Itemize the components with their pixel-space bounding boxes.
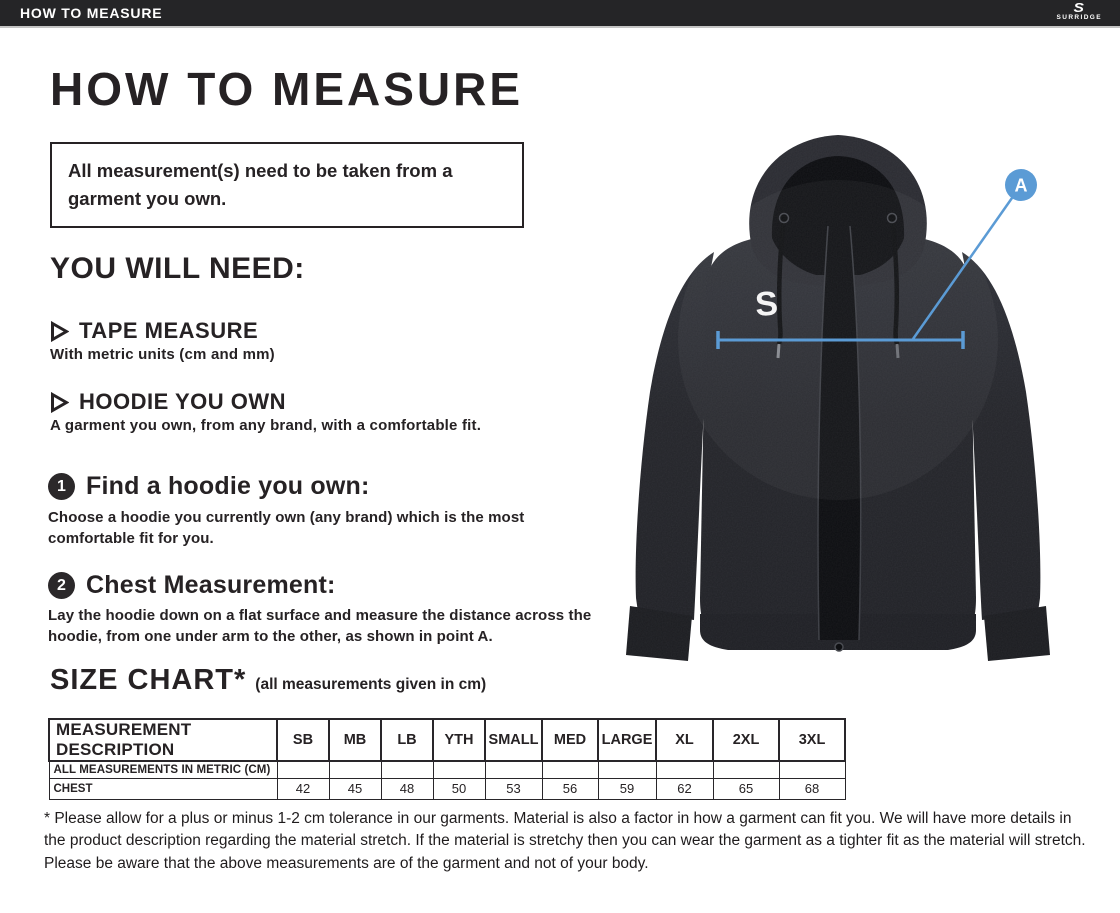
column-header: YTH xyxy=(432,718,486,762)
point-a-marker xyxy=(1005,169,1037,201)
column-header: MED xyxy=(541,718,599,762)
size-chart-subheading: (all measurements given in cm) xyxy=(255,676,487,693)
zipper-pull xyxy=(834,642,844,652)
disclaimer-text: * Please allow for a plus or minus 1-2 c… xyxy=(44,810,1086,872)
table-cell-empty xyxy=(276,760,330,779)
step-description: Lay the hoodie down on a flat surface an… xyxy=(48,607,592,645)
surridge-logo: S SURRIDGE xyxy=(1056,1,1102,22)
table-row-metric-note: ALL MEASUREMENTS IN METRIC (CM) xyxy=(48,760,846,779)
column-header: SB xyxy=(276,718,330,762)
table-cell-empty xyxy=(712,760,780,779)
table-cell-empty xyxy=(432,760,486,779)
size-chart-heading-row: SIZE CHART* (all measurements given in c… xyxy=(50,664,486,697)
chest-value-cell: 56 xyxy=(541,777,599,800)
table-cell-empty xyxy=(778,760,846,779)
step-description: Choose a hoodie you currently own (any b… xyxy=(48,509,525,547)
chest-value-cell: 53 xyxy=(484,777,543,800)
chest-value-cell: 59 xyxy=(597,777,657,800)
need-item-tape-measure: TAPE MEASURE xyxy=(50,318,258,344)
point-a-line xyxy=(911,197,1014,340)
table-cell-empty xyxy=(380,760,434,779)
size-chart-table: MEASUREMENT DESCRIPTION SB MB LB YTH SMA… xyxy=(48,718,846,800)
table-header-row: MEASUREMENT DESCRIPTION SB MB LB YTH SMA… xyxy=(48,718,846,762)
table-cell-empty xyxy=(328,760,382,779)
measurement-overlay: A xyxy=(716,169,1037,349)
top-bar: HOW TO MEASURE S SURRIDGE xyxy=(0,0,1120,28)
top-bar-title: HOW TO MEASURE xyxy=(20,5,163,21)
need-item-title: HOODIE YOU OWN xyxy=(79,389,287,414)
surridge-brand-name: SURRIDGE xyxy=(1056,14,1102,21)
column-header: SMALL xyxy=(484,718,543,762)
column-header: XL xyxy=(655,718,714,762)
triangle-bullet-icon xyxy=(51,320,69,342)
step-number-badge: 1 xyxy=(48,473,75,500)
need-item-subtitle: With metric units (cm and mm) xyxy=(50,346,275,363)
table-cell-empty xyxy=(597,760,657,779)
table-row-chest: CHEST 42 45 48 50 53 56 59 62 65 68 xyxy=(48,777,846,800)
chest-value-cell: 68 xyxy=(778,777,846,800)
step-2: 2 Chest Measurement: xyxy=(48,571,336,600)
column-header: MB xyxy=(328,718,382,762)
triangle-bullet-icon xyxy=(51,391,69,413)
chest-value-cell: 45 xyxy=(328,777,382,800)
need-item-subtitle: A garment you own, from any brand, with … xyxy=(50,417,482,434)
hoodie-image: S A xyxy=(626,135,1050,661)
table-cell-empty xyxy=(655,760,714,779)
step-title: Find a hoodie you own: xyxy=(86,472,370,500)
column-header: MEASUREMENT DESCRIPTION xyxy=(48,718,278,762)
row-label: ALL MEASUREMENTS IN METRIC (CM) xyxy=(48,760,278,779)
need-item-title: TAPE MEASURE xyxy=(79,318,259,343)
hoodie-diagram: S A xyxy=(600,130,1070,665)
page-title: HOW TO MEASURE xyxy=(50,63,524,115)
chest-value-cell: 62 xyxy=(655,777,714,800)
column-header: 2XL xyxy=(712,718,780,762)
note-text: All measurement(s) need to be taken from… xyxy=(68,160,453,209)
table-cell-empty xyxy=(541,760,599,779)
you-will-need-heading: YOU WILL NEED: xyxy=(50,252,305,285)
chest-value-cell: 48 xyxy=(380,777,434,800)
table-cell-empty xyxy=(484,760,543,779)
chest-value-cell: 65 xyxy=(712,777,780,800)
column-header: 3XL xyxy=(778,718,846,762)
column-header: LB xyxy=(380,718,434,762)
point-a-label: A xyxy=(1015,176,1028,196)
step-number-badge: 2 xyxy=(48,572,75,599)
chest-value-cell: 50 xyxy=(432,777,486,800)
hoodie-garment: S xyxy=(626,135,1050,661)
size-chart-heading: SIZE CHART* xyxy=(50,664,247,696)
row-label: CHEST xyxy=(48,777,278,800)
need-item-hoodie: HOODIE YOU OWN xyxy=(50,389,286,415)
step-title: Chest Measurement: xyxy=(86,571,336,599)
chest-value-cell: 42 xyxy=(276,777,330,800)
step-1: 1 Find a hoodie you own: xyxy=(48,472,370,501)
surridge-s-icon: S xyxy=(1074,0,1085,15)
column-header: LARGE xyxy=(597,718,657,762)
note-box: All measurement(s) need to be taken from… xyxy=(50,142,524,228)
